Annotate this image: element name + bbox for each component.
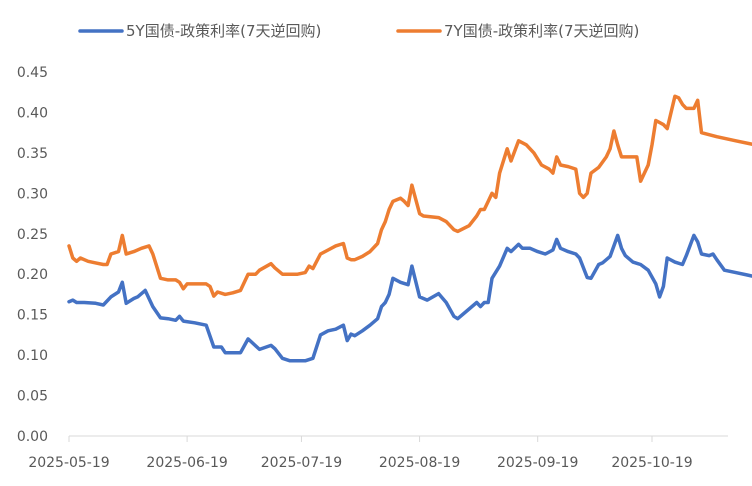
legend-label-1: 5Y国债-政策利率(7天逆回购) <box>126 22 321 40</box>
x-tick-label: 2025-05-19 <box>28 455 109 471</box>
x-tick-label: 2025-09-19 <box>497 455 578 471</box>
y-tick-label: 0.15 <box>17 308 48 324</box>
y-tick-label: 0.45 <box>17 65 48 81</box>
y-tick-label: 0.10 <box>17 348 48 364</box>
x-tick-label: 2025-07-19 <box>261 455 342 471</box>
y-tick-label: 0.40 <box>17 105 48 121</box>
y-tick-label: 0.30 <box>17 186 48 202</box>
x-axis: 2025-05-19 2025-06-19 2025-07-19 2025-08-19… <box>28 435 728 471</box>
legend-label-2: 7Y国债-政策利率(7天逆回购) <box>444 22 639 40</box>
x-tick-label: 2025-06-19 <box>146 455 227 471</box>
legend: 5Y国债-政策利率(7天逆回购) 7Y国债-政策利率(7天逆回购) <box>78 22 639 40</box>
series-line-1 <box>67 233 752 363</box>
y-axis: 0.00 0.05 0.10 0.15 0.20 0.25 0.30 0.35 0.40 0.45 <box>17 65 48 445</box>
series-line-2 <box>67 94 752 298</box>
plot-area <box>67 94 752 363</box>
y-tick-label: 0.20 <box>17 267 48 283</box>
x-tick-label: 2025-08-19 <box>379 455 460 471</box>
y-tick-label: 0.05 <box>17 389 48 405</box>
y-tick-label: 0.35 <box>17 146 48 162</box>
y-tick-label: 0.25 <box>17 227 48 243</box>
y-tick-label: 0.00 <box>17 429 48 445</box>
x-tick-label: 2025-10-19 <box>611 455 692 471</box>
